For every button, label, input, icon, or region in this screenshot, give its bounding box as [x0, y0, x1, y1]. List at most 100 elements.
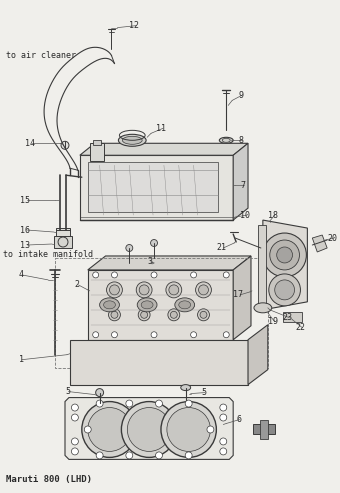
Circle shape — [161, 402, 216, 458]
Polygon shape — [65, 397, 233, 459]
Text: 23: 23 — [283, 313, 293, 322]
Circle shape — [126, 245, 133, 251]
Circle shape — [207, 426, 214, 433]
Bar — [88, 162, 218, 212]
Bar — [90, 143, 104, 161]
Circle shape — [223, 332, 229, 338]
Polygon shape — [312, 235, 327, 252]
Ellipse shape — [137, 298, 157, 312]
Bar — [253, 424, 275, 434]
Text: 17: 17 — [233, 290, 243, 299]
Circle shape — [71, 414, 78, 421]
Circle shape — [220, 404, 227, 411]
Circle shape — [185, 452, 192, 459]
Ellipse shape — [100, 298, 119, 312]
Circle shape — [127, 408, 171, 452]
Circle shape — [263, 233, 306, 277]
Polygon shape — [233, 256, 251, 340]
Text: to air cleaner: to air cleaner — [6, 51, 75, 60]
Circle shape — [112, 332, 117, 338]
Text: 5: 5 — [65, 387, 70, 396]
Ellipse shape — [166, 282, 182, 298]
Circle shape — [61, 141, 69, 149]
Circle shape — [191, 272, 197, 278]
Text: 2: 2 — [75, 281, 80, 289]
Polygon shape — [70, 340, 248, 385]
Ellipse shape — [175, 298, 194, 312]
Ellipse shape — [139, 285, 149, 295]
Ellipse shape — [170, 311, 177, 318]
Text: 5: 5 — [202, 388, 206, 397]
Circle shape — [223, 272, 229, 278]
Text: 12: 12 — [129, 21, 139, 30]
Bar — [260, 420, 268, 439]
Ellipse shape — [141, 311, 148, 318]
Circle shape — [93, 332, 99, 338]
Circle shape — [71, 438, 78, 445]
Circle shape — [167, 408, 210, 452]
Ellipse shape — [198, 309, 209, 321]
Circle shape — [191, 332, 197, 338]
Ellipse shape — [195, 282, 211, 298]
Circle shape — [96, 452, 103, 459]
Circle shape — [220, 438, 227, 445]
Ellipse shape — [108, 309, 120, 321]
Ellipse shape — [168, 309, 180, 321]
Circle shape — [270, 240, 300, 270]
Circle shape — [277, 247, 292, 263]
Text: 20: 20 — [327, 234, 337, 243]
Polygon shape — [258, 225, 266, 305]
Text: 19: 19 — [268, 317, 278, 326]
Ellipse shape — [200, 311, 207, 318]
Circle shape — [220, 448, 227, 455]
Ellipse shape — [104, 301, 116, 309]
Bar — [93, 141, 101, 145]
Ellipse shape — [109, 285, 119, 295]
Circle shape — [155, 452, 163, 459]
Text: 16: 16 — [20, 225, 31, 235]
Circle shape — [71, 404, 78, 411]
Polygon shape — [80, 155, 233, 220]
Circle shape — [82, 402, 137, 458]
Ellipse shape — [181, 385, 191, 390]
Circle shape — [71, 448, 78, 455]
Polygon shape — [248, 325, 268, 385]
Bar — [56, 228, 70, 236]
Ellipse shape — [141, 301, 153, 309]
Circle shape — [84, 426, 91, 433]
Circle shape — [121, 402, 177, 458]
Circle shape — [96, 400, 103, 407]
Circle shape — [220, 414, 227, 421]
Polygon shape — [263, 220, 307, 310]
Text: 6: 6 — [236, 415, 241, 424]
Text: 14: 14 — [26, 139, 35, 148]
Circle shape — [112, 272, 117, 278]
Circle shape — [269, 274, 301, 306]
Circle shape — [93, 272, 99, 278]
Text: 4: 4 — [18, 271, 23, 280]
Text: 9: 9 — [238, 91, 243, 100]
Circle shape — [155, 400, 163, 407]
Polygon shape — [54, 236, 72, 248]
Ellipse shape — [111, 311, 118, 318]
Text: 13: 13 — [20, 241, 31, 249]
Ellipse shape — [199, 285, 208, 295]
Ellipse shape — [136, 282, 152, 298]
Polygon shape — [88, 256, 251, 270]
Circle shape — [185, 400, 192, 407]
Ellipse shape — [179, 301, 191, 309]
Ellipse shape — [122, 136, 142, 144]
Text: 7: 7 — [240, 180, 245, 190]
Bar — [55, 258, 268, 368]
Text: 1: 1 — [18, 355, 23, 364]
Circle shape — [151, 272, 157, 278]
Polygon shape — [233, 143, 248, 220]
Text: to intake manifold: to intake manifold — [3, 250, 93, 259]
Circle shape — [88, 408, 131, 452]
Text: Maruti 800 (LHD): Maruti 800 (LHD) — [6, 475, 92, 484]
Text: 11: 11 — [156, 124, 166, 133]
Circle shape — [151, 240, 157, 246]
Ellipse shape — [118, 134, 146, 146]
Circle shape — [275, 280, 294, 300]
Ellipse shape — [169, 285, 179, 295]
